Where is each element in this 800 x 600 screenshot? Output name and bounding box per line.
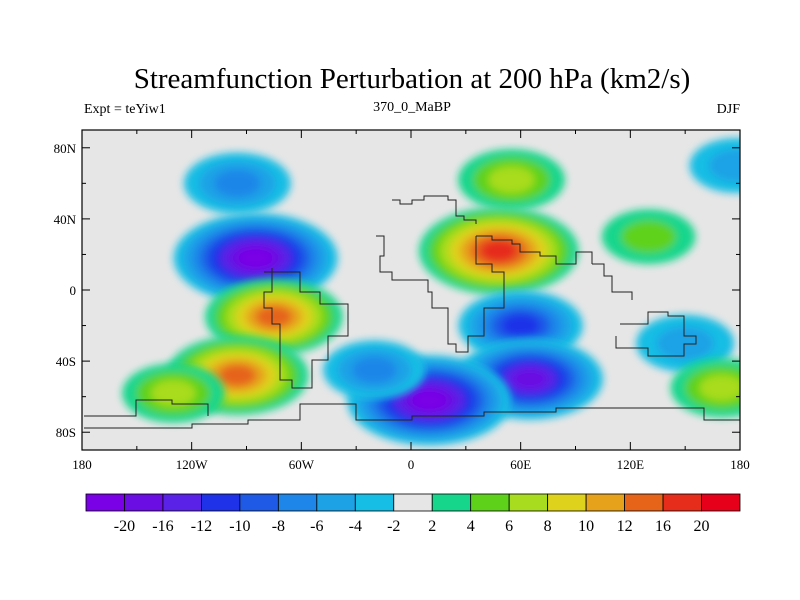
y-tick-label: 80N xyxy=(54,141,77,156)
colorbar-label: 2 xyxy=(428,518,436,535)
colorbar-swatch xyxy=(585,493,625,512)
colorbar-label: -6 xyxy=(310,518,323,535)
x-tick-label: 60E xyxy=(510,457,531,472)
colorbar-label: -4 xyxy=(349,518,362,535)
season-label: DJF xyxy=(717,102,741,117)
colorbar-label: -12 xyxy=(191,518,212,535)
anomaly-contour xyxy=(512,368,548,389)
colorbar-swatch xyxy=(85,493,125,512)
y-tick-label: 40S xyxy=(56,354,76,369)
anomaly-contour xyxy=(501,314,540,337)
anomaly-contour xyxy=(150,379,196,407)
colorbar: -20 -16 -12 -10 -8 -6 -4 -2 2 4 6 8 10 12 16 20 xyxy=(85,493,741,535)
colorbar-swatch xyxy=(662,493,702,512)
anomaly-center xyxy=(183,152,291,215)
anomaly-center xyxy=(205,278,343,356)
map-field xyxy=(82,130,740,450)
anomaly-contour xyxy=(656,326,714,361)
y-tick-label: 40N xyxy=(54,212,77,227)
colorbar-label: 8 xyxy=(544,518,552,535)
colorbar-swatch xyxy=(701,493,741,512)
anomaly-contour xyxy=(412,390,447,411)
colorbar-label: 16 xyxy=(655,518,671,535)
anomaly-center xyxy=(458,149,565,211)
colorbar-swatch xyxy=(239,493,279,512)
colorbar-swatch xyxy=(277,493,318,512)
chart-title: Streamfunction Perturbation at 200 hPa (… xyxy=(134,63,691,95)
anomaly-center xyxy=(636,314,735,372)
colorbar-swatch xyxy=(508,493,549,512)
colorbar-swatch xyxy=(431,493,472,512)
colorbar-swatch xyxy=(316,493,356,512)
coastline-segment xyxy=(376,235,505,353)
colorbar-swatch xyxy=(393,493,433,512)
anomaly-center xyxy=(323,340,426,400)
colorbar-swatch xyxy=(162,493,202,512)
x-tick-label: 60W xyxy=(289,457,315,472)
x-tick-label: 120W xyxy=(176,457,209,472)
colorbar-swatch xyxy=(547,493,587,512)
coastline-segment xyxy=(592,263,633,300)
anomaly-center xyxy=(418,206,579,295)
colorbar-swatch xyxy=(470,493,510,512)
anomaly-layer xyxy=(122,138,740,446)
anomaly-center xyxy=(173,213,338,303)
anomaly-center xyxy=(122,363,225,423)
colorbar-swatch xyxy=(201,493,241,512)
anomaly-center xyxy=(601,209,696,265)
colorbar-label: 6 xyxy=(505,518,513,535)
x-tick-label: 180 xyxy=(72,457,92,472)
anomaly-center xyxy=(670,358,740,418)
colorbar-label: 4 xyxy=(467,518,475,535)
colorbar-label: -20 xyxy=(114,518,135,535)
anomaly-contour xyxy=(238,248,273,268)
anomaly-contour xyxy=(352,356,397,384)
coastline-segment xyxy=(615,311,697,357)
coastline-segment xyxy=(476,235,593,265)
anomaly-contour xyxy=(708,149,740,182)
colorbar-label: -8 xyxy=(272,518,285,535)
anomaly-contour xyxy=(255,306,293,328)
x-tick-label: 180 xyxy=(730,457,750,472)
anomaly-contour xyxy=(214,169,261,197)
x-tick-label: 120E xyxy=(617,457,645,472)
x-tick-label: 0 xyxy=(408,457,415,472)
colorbar-label: -2 xyxy=(387,518,400,535)
anomaly-contour xyxy=(218,364,256,387)
coastline-layer xyxy=(84,195,740,429)
anomaly-contour xyxy=(621,220,677,253)
colorbar-label: -10 xyxy=(229,518,250,535)
coastline-segment xyxy=(84,403,740,429)
axis-ticks: 180 120W 60W 0 60E 120E 180 80N 40N 0 40S 80S xyxy=(54,130,750,472)
anomaly-contour xyxy=(699,374,740,401)
colorbar-swatch xyxy=(124,493,164,512)
coastline-segment xyxy=(392,195,477,224)
coastline-segment xyxy=(263,268,349,389)
anomaly-contour xyxy=(488,166,535,194)
colorbar-label: -16 xyxy=(152,518,173,535)
colorbar-label: 20 xyxy=(694,518,710,535)
colorbar-label: 12 xyxy=(617,518,633,535)
period-label: 370_0_MaBP xyxy=(373,100,451,115)
colorbar-label: 10 xyxy=(578,518,594,535)
colorbar-swatch xyxy=(354,493,395,512)
anomaly-center xyxy=(689,138,740,193)
experiment-label: Expt = teYiw1 xyxy=(84,102,166,117)
y-tick-label: 80S xyxy=(56,425,76,440)
coastline-segment xyxy=(84,399,209,417)
y-tick-label: 0 xyxy=(70,283,77,298)
colorbar-swatch xyxy=(624,493,664,512)
anomaly-contour xyxy=(480,240,517,262)
